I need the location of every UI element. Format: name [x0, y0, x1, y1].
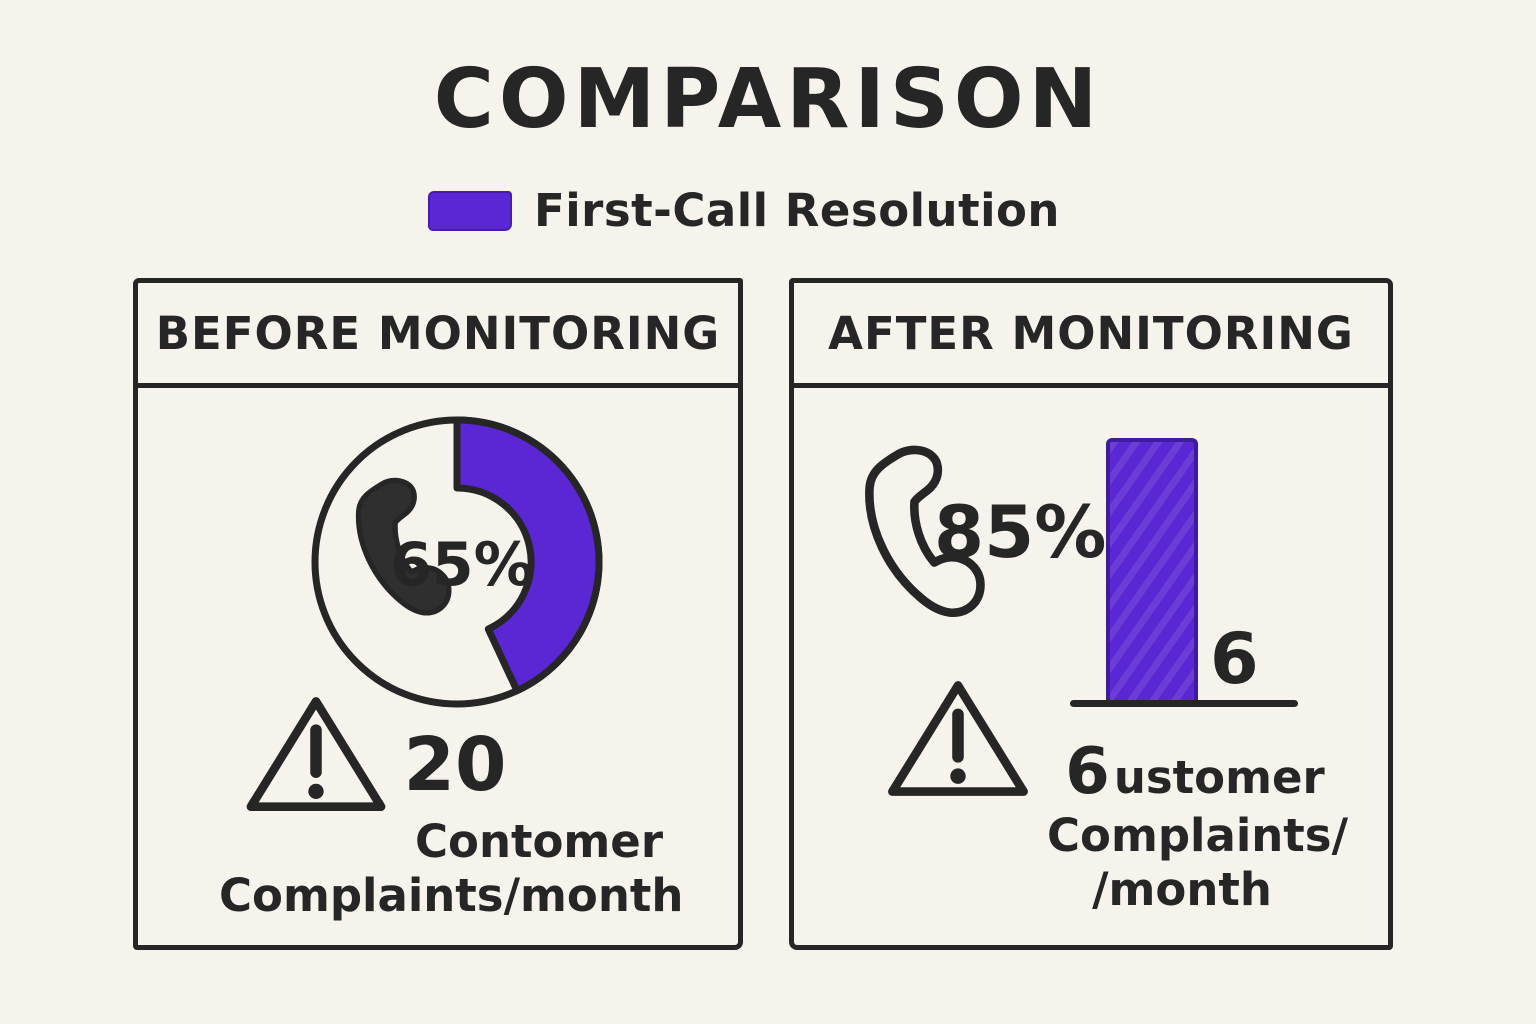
legend-label: First-Call Resolution — [534, 184, 1060, 237]
panel-before-header: BEFORE MONITORING — [138, 283, 738, 388]
legend-swatch-first-call-resolution — [428, 190, 512, 231]
donut-segment-first-call-resolution — [453, 416, 603, 695]
after-complaints-count: 6 — [1065, 735, 1110, 809]
page-title: COMPARISON — [433, 52, 1103, 147]
panel-before-content: 65% 20 Contomer Complaints/month — [138, 388, 738, 940]
after-percent-label: 85% — [934, 490, 1107, 574]
panel-after-monitoring: AFTER MONITORING 85% 6 6 ustomer Complain… — [789, 278, 1393, 950]
donut-chart — [311, 416, 603, 708]
bar-first-call-resolution — [1106, 438, 1198, 704]
panel-after-header: AFTER MONITORING — [794, 283, 1388, 388]
before-complaints-count: 20 — [403, 722, 507, 808]
warning-icon — [888, 681, 1028, 796]
bar-value-label: 6 — [1210, 618, 1259, 700]
after-caption-line2: Complaints/ — [1047, 809, 1349, 862]
legend: First-Call Resolution — [428, 184, 1060, 237]
warning-icon — [246, 697, 386, 811]
phone-icon — [865, 445, 985, 617]
after-caption-line3: /month — [1092, 863, 1272, 916]
after-caption-line1-text: ustomer — [1113, 751, 1325, 804]
before-caption-line2: Complaints/month — [219, 869, 684, 922]
panel-after-content: 85% 6 6 ustomer Complaints/ /month — [794, 388, 1388, 940]
phone-icon — [355, 477, 452, 616]
before-caption-line1: Contomer — [415, 815, 664, 868]
panel-before-monitoring: BEFORE MONITORING 65% 20 Contomer Compla… — [133, 278, 743, 950]
before-percent-label: 65% — [390, 530, 534, 600]
after-caption-line1: 6 ustomer — [1050, 740, 1340, 804]
bar-baseline — [1070, 700, 1298, 707]
